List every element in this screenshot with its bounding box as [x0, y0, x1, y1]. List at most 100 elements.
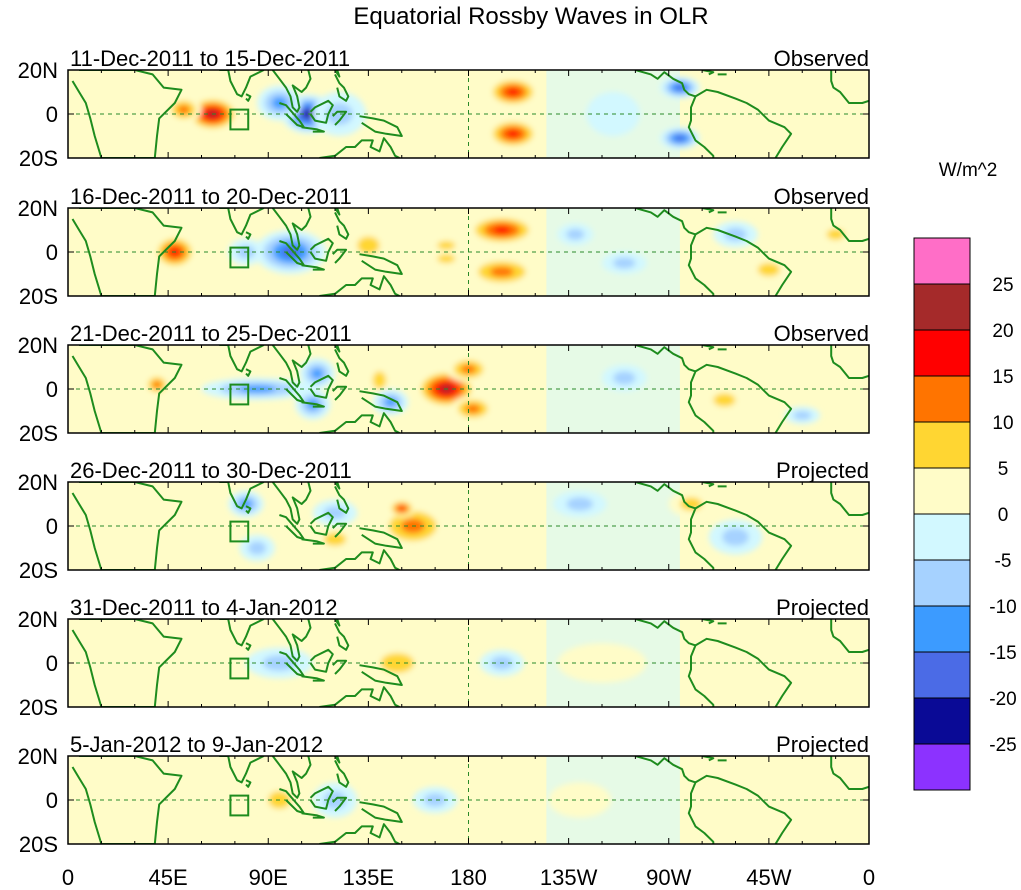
lon-tick-label: 135E [343, 865, 394, 890]
coastline [71, 619, 869, 707]
lon-tick-label: 135W [540, 865, 598, 890]
colorbar-swatch [913, 375, 971, 423]
colorbar-level-label: 15 [992, 367, 1013, 388]
anomaly-contour [724, 227, 747, 241]
panels-group: 20N 0 20S 11-Dec-2011 to 15-Dec-2011 Observe… [18, 46, 870, 857]
colorbar-units-label: W/m^2 [939, 160, 998, 181]
colorbar-level-label: 0 [998, 505, 1009, 526]
anomaly-contour [490, 266, 514, 277]
colorbar-level-label: -25 [989, 735, 1016, 756]
coastline [71, 345, 869, 433]
colorbar-swatch [913, 421, 971, 469]
anomaly-contour [437, 241, 456, 250]
colorbar-swatch [913, 651, 971, 699]
anomaly-contour [757, 263, 781, 277]
anomaly-contour [771, 114, 834, 150]
lon-tick-label: 45W [746, 865, 791, 890]
panel-type-label: Observed [774, 321, 869, 346]
panel-5: 20N 0 20S 31-Dec-2011 to 4-Jan-2012 Projecte… [18, 595, 870, 720]
anomaly-contour [357, 236, 380, 255]
lon-tick-label: 45E [149, 865, 188, 890]
colorbar-swatch [913, 605, 971, 653]
panel-period-label: 21-Dec-2011 to 25-Dec-2011 [70, 321, 352, 346]
reference-box [229, 520, 250, 543]
anomaly-contour [85, 504, 140, 548]
reference-box [229, 657, 250, 680]
anomaly-contour [613, 371, 636, 385]
anomaly-contour [506, 88, 520, 96]
reference-box [229, 794, 250, 817]
colorbar-swatch [913, 329, 971, 377]
lat-tick-label: 20S [19, 832, 58, 857]
panel-type-label: Projected [776, 732, 869, 757]
panel-4: 20N 0 20S 26-Dec-2011 to 30-Dec-2011 Project… [18, 458, 870, 583]
reference-box [229, 383, 250, 406]
lat-tick-label: 20N [18, 58, 58, 83]
reference-box [229, 246, 250, 269]
chart-title: Equatorial Rossby Waves in OLR [353, 3, 708, 30]
lon-tick-label: 0 [863, 865, 875, 890]
colorbar-swatch [913, 513, 971, 561]
coastline [71, 208, 869, 296]
panel-period-label: 26-Dec-2011 to 30-Dec-2011 [70, 458, 352, 483]
panel-type-label: Observed [774, 46, 869, 71]
lon-tick-label: 0 [62, 865, 74, 890]
panel-period-label: 16-Dec-2011 to 20-Dec-2011 [70, 184, 352, 209]
colorbar-level-label: 10 [992, 413, 1013, 434]
reference-box [229, 108, 250, 131]
colorbar-swatch [913, 283, 971, 331]
lat-tick-label: 0 [46, 102, 58, 127]
panel-6: 20N 0 20S 5-Jan-2012 to 9-Jan-2012 Projected [18, 732, 870, 857]
colorbar-swatch [913, 743, 971, 791]
colorbar-level-label: -15 [989, 643, 1016, 664]
anomaly-contour [826, 228, 845, 240]
panel-type-label: Projected [776, 595, 869, 620]
lat-tick-label: 20S [19, 558, 58, 583]
anomaly-field [85, 482, 763, 570]
anomaly-blobs [134, 634, 792, 683]
anomaly-contour [674, 135, 685, 141]
lat-tick-label: 20N [18, 744, 58, 769]
anomaly-contour [713, 393, 736, 407]
panel-2: 20N 0 20S 16-Dec-2011 to 20-Dec-2011 Observe… [18, 184, 870, 309]
anomaly-contour [386, 83, 453, 145]
lat-tick-label: 20N [18, 196, 58, 221]
anomaly-field [134, 619, 792, 707]
colorbar: 25 20 15 10 5 0 -5 -10 -15 -20 -25 [913, 237, 1017, 791]
coastline [71, 70, 869, 158]
anomaly-contour [424, 793, 447, 807]
colorbar-level-label: 5 [998, 459, 1009, 480]
longitude-axis: 0 45E 90E 135E 180 135W 90W 45W 0 [62, 865, 875, 890]
panel-period-label: 5-Jan-2012 to 9-Jan-2012 [70, 732, 323, 757]
anomaly-contour [566, 497, 594, 511]
anomaly-contour [398, 506, 406, 511]
colorbar-swatch [913, 559, 971, 607]
lat-tick-label: 0 [46, 240, 58, 265]
anomaly-contour [311, 368, 324, 379]
colorbar-level-label: 20 [992, 321, 1013, 342]
anomaly-contour [134, 634, 180, 679]
lon-tick-label: 180 [450, 865, 487, 890]
lat-tick-label: 20N [18, 333, 58, 358]
anomaly-contour [326, 103, 353, 125]
anomaly-contour [724, 634, 792, 670]
anomaly-contour [323, 532, 347, 546]
colorbar-swatch [913, 237, 971, 285]
anomaly-contour [506, 130, 520, 138]
panel-type-label: Observed [774, 184, 869, 209]
lat-tick-label: 20S [19, 284, 58, 309]
anomaly-contour [493, 226, 511, 234]
anomaly-contour [548, 782, 611, 818]
lat-tick-label: 0 [46, 651, 58, 676]
panel-type-label: Projected [776, 458, 869, 483]
anomaly-contour [722, 528, 749, 546]
coastline [71, 482, 869, 570]
colorbar-level-label: -20 [989, 689, 1016, 710]
lat-tick-label: 20N [18, 607, 58, 632]
panel-period-label: 11-Dec-2011 to 15-Dec-2011 [70, 46, 350, 71]
anomaly-contour [248, 541, 266, 555]
lat-tick-label: 0 [46, 788, 58, 813]
panel-3: 20N 0 20S 21-Dec-2011 to 25-Dec-2011 Observe… [18, 321, 870, 446]
colorbar-swatch [913, 467, 971, 515]
